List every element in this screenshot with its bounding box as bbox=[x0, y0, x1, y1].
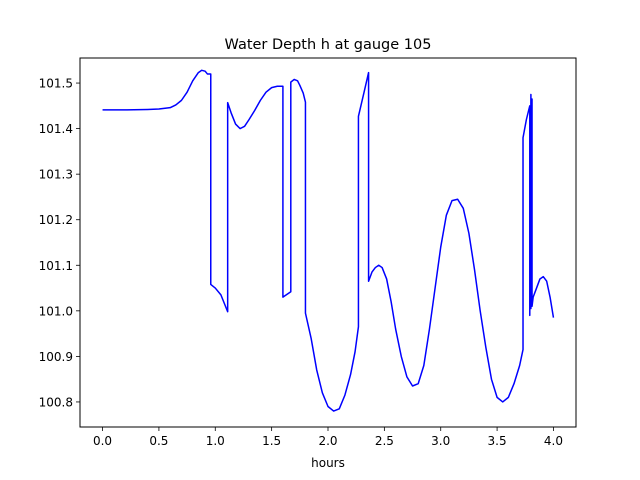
x-tick-label: 1.0 bbox=[206, 434, 225, 448]
x-tick-label: 0.0 bbox=[93, 434, 112, 448]
y-tick-label: 101.2 bbox=[39, 213, 73, 227]
x-tick-label: 1.5 bbox=[262, 434, 281, 448]
x-tick-label: 2.5 bbox=[375, 434, 394, 448]
y-tick-label: 101.5 bbox=[39, 77, 73, 91]
x-tick-label: 3.5 bbox=[488, 434, 507, 448]
y-axis: 100.8 100.9 101.0 101.1 101.2 101.3 101.4 101.5 bbox=[39, 77, 80, 409]
x-tick-label: 4.0 bbox=[544, 434, 563, 448]
plot-area bbox=[80, 58, 576, 427]
x-axis: 0.0 0.5 1.0 1.5 2.0 2.5 3.0 3.5 4.0 bbox=[93, 427, 563, 448]
x-tick-label: 2.0 bbox=[318, 434, 337, 448]
x-axis-label: hours bbox=[311, 456, 345, 470]
y-tick-label: 101.1 bbox=[39, 259, 73, 273]
x-tick-label: 0.5 bbox=[149, 434, 168, 448]
x-tick-label: 3.0 bbox=[431, 434, 450, 448]
chart-title: Water Depth h at gauge 105 bbox=[225, 37, 432, 53]
y-tick-label: 101.3 bbox=[39, 168, 73, 182]
y-tick-label: 100.8 bbox=[39, 395, 73, 409]
y-tick-label: 100.9 bbox=[39, 350, 73, 364]
series-line bbox=[102, 69, 555, 412]
y-tick-label: 101.0 bbox=[39, 304, 73, 318]
y-tick-label: 101.4 bbox=[39, 122, 73, 136]
